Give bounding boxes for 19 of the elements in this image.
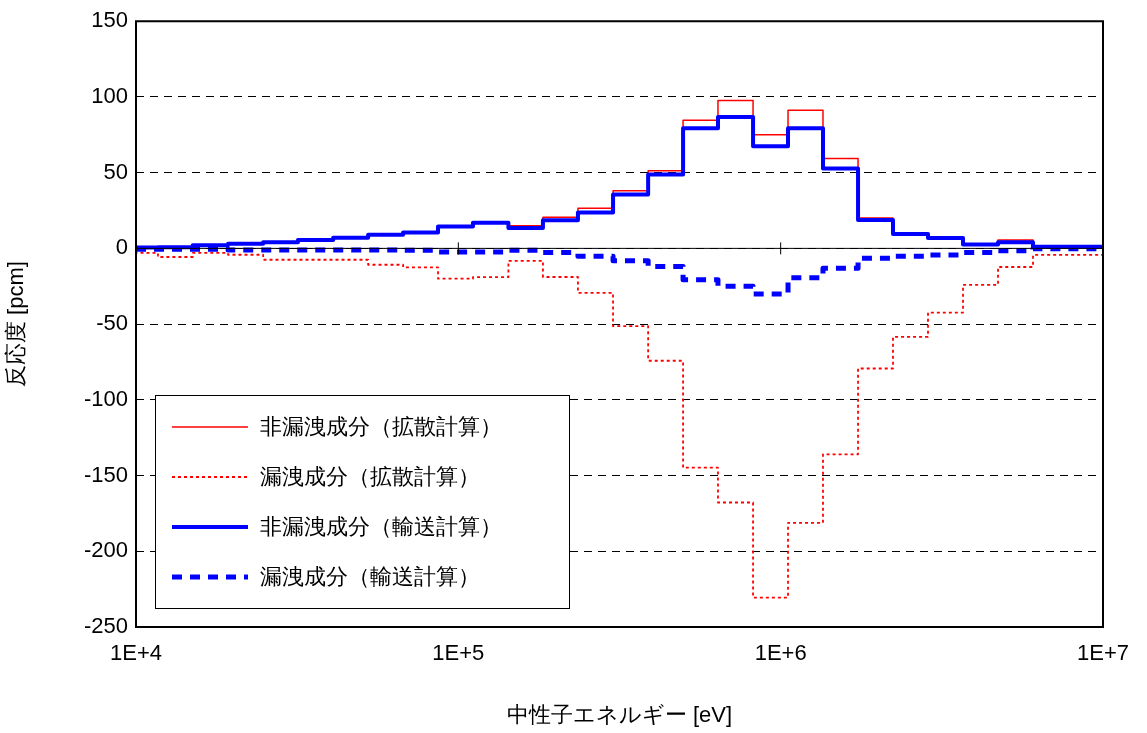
x-tick-label: 1E+6 [754,640,807,666]
legend-label: 非漏洩成分（拡散計算） [260,413,502,441]
x-tick-label: 1E+4 [110,640,162,666]
y-tick-label: -150 [83,461,128,487]
y-axis-title: 反応度 [pcm] [3,261,29,388]
y-tick-label: -200 [83,537,128,563]
legend-label: 非漏洩成分（輸送計算） [260,513,502,541]
y-tick-label: 50 [103,158,128,184]
x-axis-title: 中性子エネルギー [eV] [506,701,733,727]
y-tick-label: 150 [91,7,128,33]
legend-label: 漏洩成分（拡散計算） [260,463,480,491]
y-tick-label: 100 [91,82,128,108]
legend-label: 漏洩成分（輸送計算） [260,563,480,591]
y-tick-label: -50 [96,310,128,336]
x-tick-label: 1E+7 [1077,640,1129,666]
y-tick-label: -250 [83,613,128,639]
y-tick-label: -100 [83,385,128,411]
y-tick-label: 0 [115,234,128,260]
x-tick-label: 1E+5 [432,640,485,666]
